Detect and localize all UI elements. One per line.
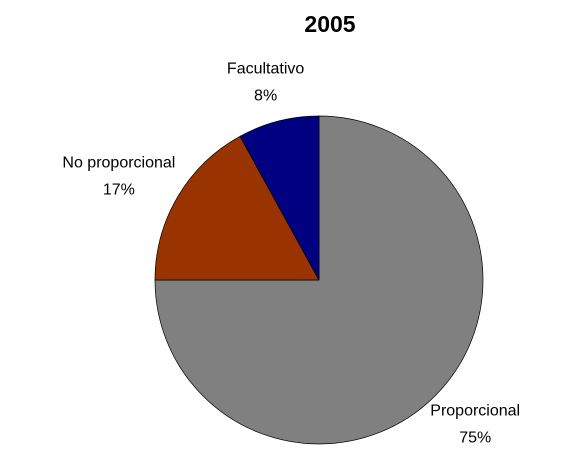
slice-value-label: 8%: [254, 88, 277, 105]
slice-value-label: 17%: [103, 181, 135, 198]
pie-slice: [154, 115, 484, 445]
pie-slice: [239, 115, 320, 281]
slice-value-label: 75%: [459, 429, 491, 446]
chart-title: 2005: [304, 11, 355, 37]
slice-label: No proporcional: [62, 154, 175, 171]
pie-slice: [154, 135, 320, 281]
slice-label: Facultativo: [227, 61, 304, 78]
slice-label: Proporcional: [430, 402, 520, 419]
